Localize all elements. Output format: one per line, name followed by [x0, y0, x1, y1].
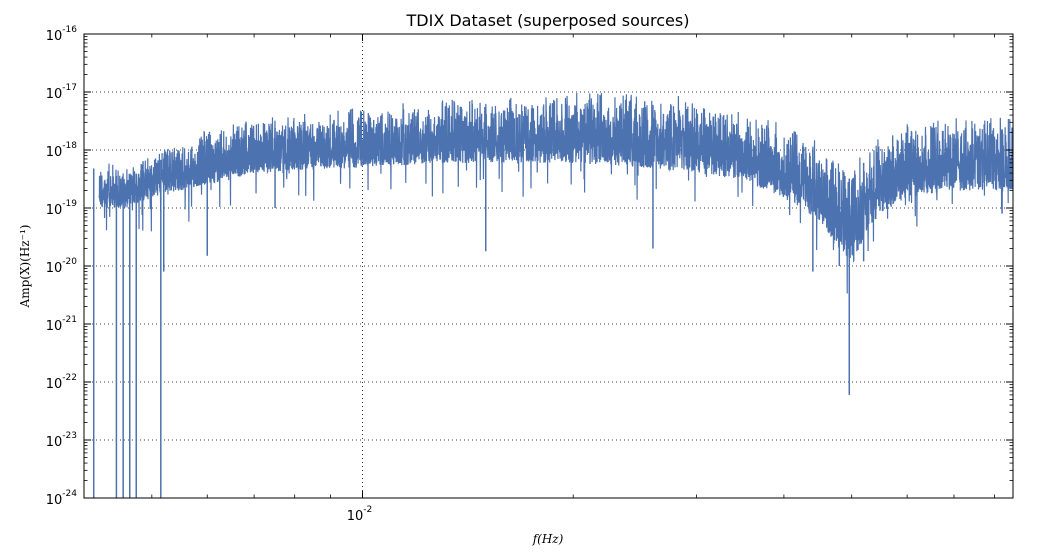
- grid-lines: [84, 34, 1013, 498]
- y-tick-label: 10-17: [46, 83, 77, 102]
- y-axis-label: Amp(X)(Hz⁻¹): [18, 225, 32, 309]
- chart-title: TDIX Dataset (superposed sources): [406, 11, 690, 30]
- x-axis-label: f(Hz): [532, 532, 564, 546]
- x-tick-label: 10-2: [347, 505, 373, 524]
- y-tick-label: 10-20: [46, 257, 78, 276]
- axis-ticks: [84, 33, 1013, 499]
- y-tick-label: 10-24: [46, 489, 78, 508]
- y-tick-label: 10-16: [46, 25, 78, 44]
- y-tick-label: 10-19: [46, 199, 78, 218]
- spectrum-line: [98, 93, 1013, 294]
- amplitude-series: [92, 93, 1013, 498]
- tick-labels: 10-16 10-17 10-18 10-19 10-20 10-21 10-22 10-23…: [46, 25, 373, 524]
- y-tick-label: 10-23: [46, 431, 77, 450]
- y-tick-label: 10-18: [46, 141, 78, 160]
- y-tick-label: 10-21: [46, 315, 77, 334]
- y-tick-label: 10-22: [46, 373, 77, 392]
